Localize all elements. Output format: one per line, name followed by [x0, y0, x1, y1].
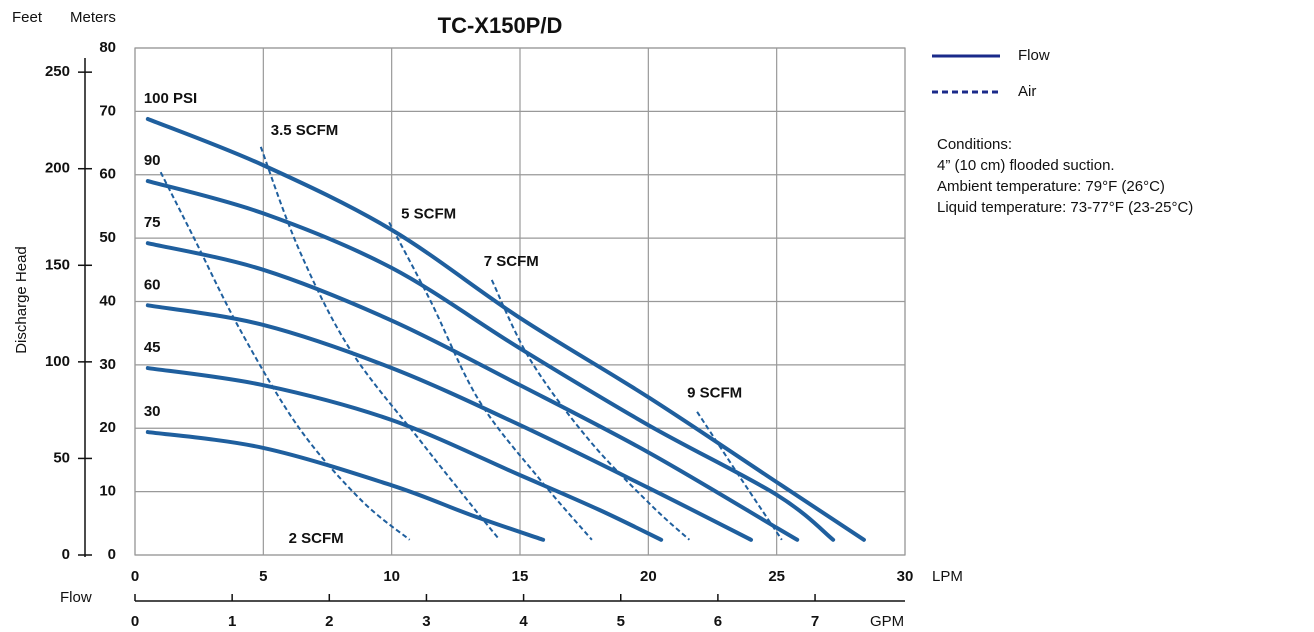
series-label: 45	[144, 339, 161, 356]
y-tick-label: 70	[99, 102, 116, 119]
series-label: 60	[144, 276, 161, 293]
x-tick-label: 0	[131, 568, 139, 585]
air-curve	[159, 171, 411, 541]
series-label: 7 SCFM	[484, 253, 539, 270]
y2-tick-label: 150	[45, 256, 70, 273]
series-label: 100 PSI	[144, 90, 197, 107]
y2-tick-label: 250	[45, 63, 70, 80]
x-tick-label: 25	[768, 568, 785, 585]
air-curve	[259, 146, 501, 541]
x2-tick-label: 7	[811, 613, 819, 630]
series-label: 30	[144, 403, 161, 420]
x-tick-label: 20	[640, 568, 657, 585]
y2-tick-label: 200	[45, 160, 70, 177]
x2-tick-label: 3	[422, 613, 430, 630]
y2-tick-label: 50	[53, 449, 70, 466]
series-label: 9 SCFM	[687, 385, 742, 402]
x2-tick-label: 2	[325, 613, 333, 630]
air-curve	[696, 411, 783, 541]
chart-title: TC-X150P/D	[438, 13, 563, 38]
x-tick-label: 10	[383, 568, 400, 585]
air-curve	[490, 279, 691, 541]
y-tick-label: 50	[99, 229, 116, 246]
y-tick-label: 60	[99, 166, 116, 183]
series-label: 3.5 SCFM	[271, 122, 339, 139]
flow-curve	[145, 179, 836, 542]
y2-unit-label: Feet	[12, 9, 43, 26]
x2-tick-label: 1	[228, 613, 236, 630]
x2-tick-label: 5	[617, 613, 625, 630]
y-tick-label: 30	[99, 356, 116, 373]
series-label: 75	[144, 214, 161, 231]
series-label: 90	[144, 152, 161, 169]
y-unit-label: Meters	[70, 9, 116, 26]
x-tick-label: 30	[897, 568, 914, 585]
x2-tick-label: 6	[714, 613, 722, 630]
series-label: 2 SCFM	[289, 530, 344, 547]
note: 4” (10 cm) flooded suction.	[937, 157, 1115, 174]
x2-unit-label: GPM	[870, 613, 904, 630]
y2-tick-label: 100	[45, 353, 70, 370]
legend-label: Flow	[1018, 47, 1050, 64]
y-tick-label: 80	[99, 39, 116, 56]
x-unit-label: LPM	[932, 568, 963, 585]
note: Ambient temperature: 79°F (26°C)	[937, 178, 1165, 195]
y-axis-title: Discharge Head	[13, 246, 30, 354]
legend-label: Air	[1018, 83, 1036, 100]
flow-curve	[145, 303, 753, 542]
y-tick-label: 0	[108, 546, 116, 563]
x2-tick-label: 0	[131, 613, 139, 630]
flow-curve	[145, 116, 866, 542]
air-curve	[388, 221, 593, 541]
flow-curve	[145, 241, 800, 542]
y-tick-label: 40	[99, 292, 116, 309]
series-label: 5 SCFM	[401, 205, 456, 222]
note: Liquid temperature: 73-77°F (23-25°C)	[937, 199, 1193, 216]
x-tick-label: 15	[512, 568, 529, 585]
y-tick-label: 20	[99, 419, 116, 436]
x-axis-title: Flow	[60, 589, 92, 606]
y-tick-label: 10	[99, 483, 116, 500]
y2-tick-label: 0	[62, 546, 70, 563]
flow-curve	[145, 430, 546, 542]
x2-tick-label: 4	[519, 613, 528, 630]
flow-curve	[145, 366, 664, 542]
x-tick-label: 5	[259, 568, 267, 585]
note: Conditions:	[937, 136, 1012, 153]
